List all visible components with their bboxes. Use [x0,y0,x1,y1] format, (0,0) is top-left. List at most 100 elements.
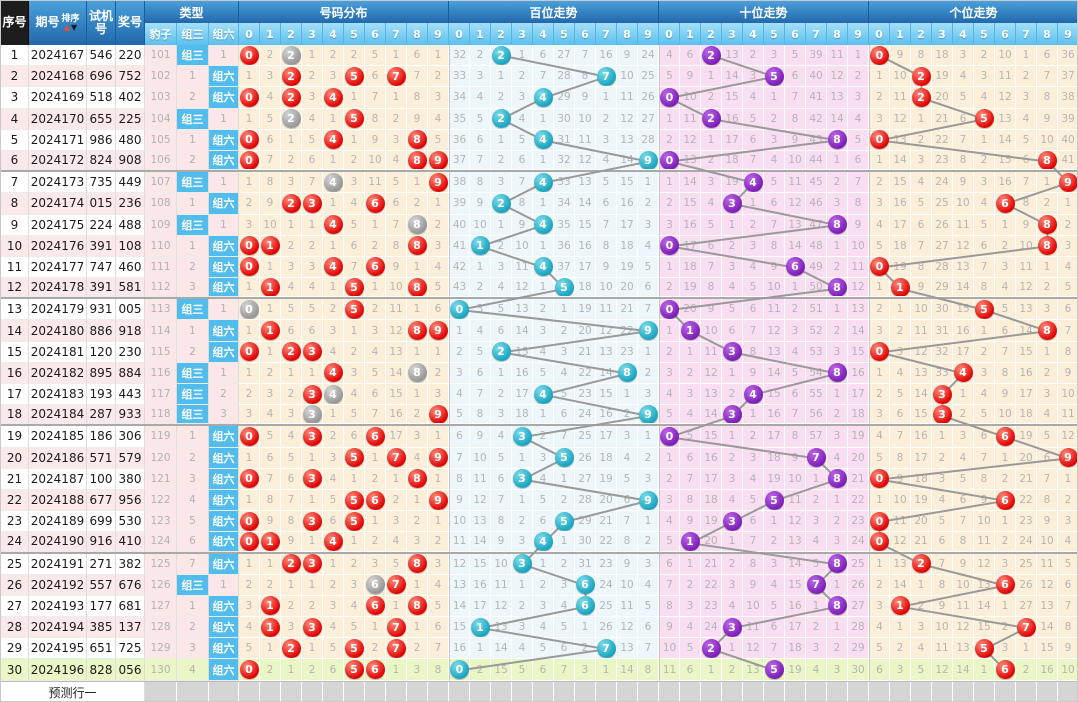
trend-cell: 4 [533,468,554,490]
trend-cell: 5 [869,235,890,257]
trend-cell: 14 [575,193,596,215]
lottery-ball: 4 [533,384,553,404]
trend-cell: 32 [932,341,953,363]
trend-cell: 3 [365,320,386,342]
trend-cell: 2 [659,278,680,298]
prediction-row-label[interactable]: 预测行一 [1,682,145,701]
trend-cell: 5 [638,595,659,618]
period-cell: 2024192 [29,574,87,596]
trend-cell: 4 [428,256,449,279]
zuliu-cell: 1 [209,214,239,236]
trend-cell: 14 [680,172,701,194]
baozi-cell: 102 [145,66,177,88]
trend-cell: 9 [386,256,407,279]
trend-cell: 1 [281,659,302,681]
trend-cell: 9 [428,405,449,425]
lottery-ball: 1 [260,617,280,637]
trend-cell: 4 [323,617,344,639]
sort-desc-icon[interactable]: ▼ [71,22,78,32]
lottery-ball: 0 [870,469,889,489]
trend-cell: 6 [407,45,428,67]
trend-cell: 2 [344,45,365,67]
trend-cell: 6 [743,129,764,151]
trend-cell: 0 [869,129,890,151]
trend-cell: 6 [1058,299,1077,321]
trend-cell: 32 [449,45,470,67]
trend-cell: 24 [596,574,617,596]
trend-cell: 3 [617,426,638,448]
trend-cell: 15 [995,150,1016,171]
lottery-ball: 0 [239,426,259,446]
trend-cell: 7 [470,150,491,171]
lottery-ball: 7 [386,448,406,468]
trend-cell: 7 [512,172,533,194]
trend-cell: 40 [806,66,827,88]
trend-cell: 4 [323,532,344,552]
trend-cell: 1 [890,278,911,298]
trend-cell: 10 [890,66,911,88]
trend-cell: 8 [386,235,407,257]
lottery-ball: 7 [386,575,406,595]
lottery-ball: 7 [596,66,616,86]
trend-cell: 11 [617,87,638,109]
trend-cell: 55 [806,384,827,406]
serial-cell: 10 [1,235,29,257]
zusan-cell: 2 [177,150,209,171]
lottery-ball: 1 [260,236,280,256]
sort-asc-icon[interactable]: ▲ [63,22,70,32]
lottery-ball: 6 [575,596,595,616]
table-row: 20 2024186 571 579 120 2 组六 1 6 5 1 3 5 1 7 4 9 7 10 5 1 3 5 26… [1,447,1077,469]
trend-cell: 13 [470,511,491,533]
lottery-ball: 4 [323,363,343,383]
test-number-cell: 735 [87,172,116,194]
trend-cell: 10 [785,150,806,171]
trend-cell: 25 [575,426,596,448]
serial-cell: 15 [1,341,29,363]
trend-cell: 1 [533,405,554,425]
trend-cell: 16 [911,426,932,448]
type-highlight-cell: 组三 [177,574,209,596]
trend-cell: 43 [449,278,470,298]
period-cell: 2024172 [29,150,87,171]
trend-cell: 9 [617,45,638,67]
trend-cell: 1 [890,617,911,639]
trend-cell: 10 [512,235,533,257]
trend-cell: 15 [596,384,617,406]
trend-cell: 2 [911,595,932,618]
baozi-cell: 121 [145,468,177,490]
trend-cell: 1 [533,108,554,130]
trend-cell: 16 [953,320,974,342]
trend-cell: 12 [953,617,974,639]
trend-cell: 8 [785,426,806,448]
col-header-test-number: 试机号 [87,1,116,45]
prediction-cell [806,682,827,701]
serial-cell: 16 [1,362,29,384]
trend-cell: 4 [323,129,344,151]
trend-cell: 6 [680,45,701,67]
prize-number-cell: 956 [116,489,145,512]
trend-cell: 14 [722,66,743,88]
digit-col-header: 7 [596,23,617,45]
lottery-ball: 2 [281,66,301,86]
trend-cell: 11 [617,595,638,618]
trend-cell: 3 [764,45,785,67]
prediction-cell [554,682,575,701]
trend-cell: 1 [260,320,281,342]
col-header-zuliu: 组六 [209,23,239,45]
trend-cell: 4 [554,595,575,618]
prize-number-cell: 108 [116,235,145,257]
lottery-ball: 6 [365,426,385,446]
trend-cell: 29 [848,638,869,660]
trend-cell: 3 [1058,511,1077,533]
trend-cell: 6 [365,489,386,512]
type-highlight-cell: 组六 [209,489,239,512]
trend-cell: 0 [239,659,260,681]
prediction-cell [428,682,449,701]
trend-cell: 19 [575,299,596,321]
trend-cell: 2 [365,235,386,257]
baozi-cell: 103 [145,87,177,109]
trend-cell: 15 [470,553,491,575]
trend-cell: 2 [491,235,512,257]
